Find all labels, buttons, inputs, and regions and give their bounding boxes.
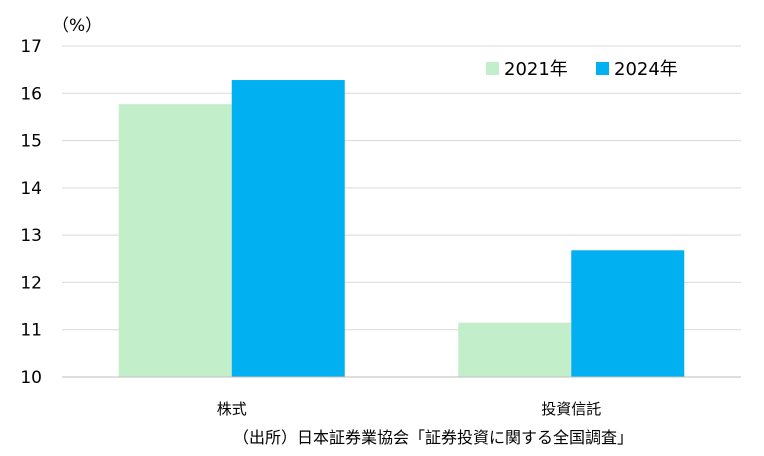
y-tick-label: 17 (20, 37, 42, 57)
y-axis-tick-labels: 10 11 12 13 14 15 16 17 (20, 37, 42, 388)
y-axis-unit-label: （%） (52, 16, 102, 36)
bar-2-2 (571, 250, 685, 377)
bars (118, 80, 685, 377)
bar-1-2 (458, 322, 572, 377)
y-tick-label: 16 (20, 84, 42, 104)
bar-2-1 (231, 80, 345, 377)
y-tick-label: 12 (20, 273, 42, 293)
y-tick-label: 14 (20, 179, 42, 199)
legend: 2021年 2024年 (486, 59, 678, 80)
y-tick-label: 11 (20, 321, 42, 341)
y-tick-label: 15 (20, 132, 42, 152)
legend-swatch (596, 62, 609, 75)
legend-label: 2021年 (504, 59, 568, 80)
legend-swatch (486, 62, 499, 75)
source-note: （出所）日本証券業協会「証券投資に関する全国調査」 (233, 428, 633, 447)
y-tick-label: 10 (20, 368, 42, 388)
legend-label: 2024年 (614, 59, 678, 80)
category-label: 投資信託 (541, 400, 601, 418)
bar-1-1 (118, 104, 232, 377)
x-axis-category-labels: 株式 投資信託 (217, 400, 602, 418)
y-tick-label: 13 (20, 226, 42, 246)
category-label: 株式 (217, 400, 247, 418)
